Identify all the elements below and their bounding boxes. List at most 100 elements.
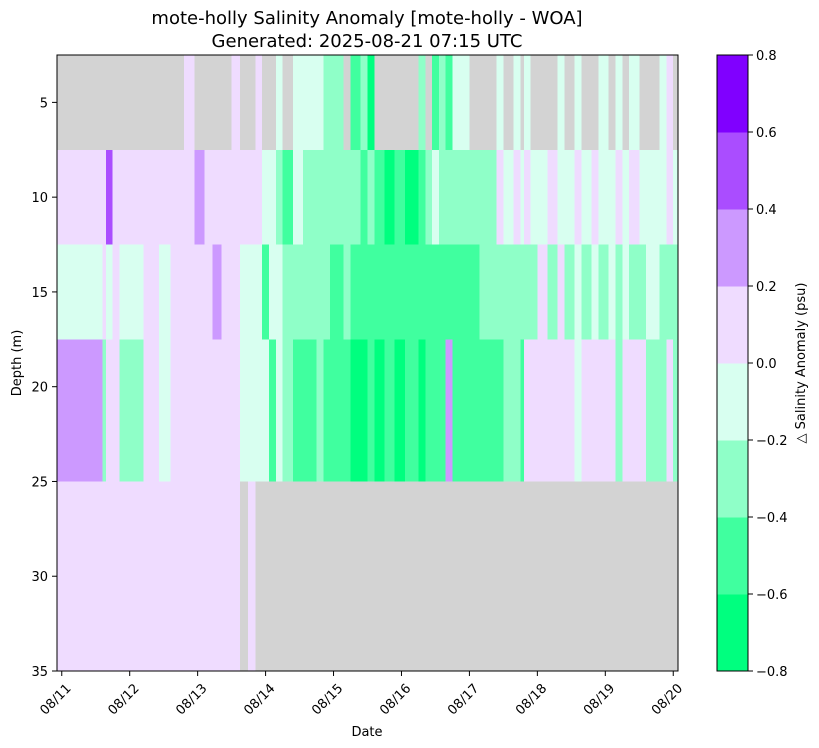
colorbar-tick-label: 0.8 [756,49,777,64]
heatmap-cell [255,339,263,483]
heatmap-cell [537,244,549,340]
heatmap-cell [629,55,640,151]
heatmap-cell [239,55,249,151]
heatmap-cell [102,481,107,672]
heatmap-cell [564,339,576,483]
heatmap-cell [520,339,525,483]
heatmap-cell [384,481,396,672]
heatmap-cell [557,481,566,672]
heatmap-cell [530,244,538,340]
heatmap-cell [438,481,447,672]
heatmap-cell [673,244,679,340]
heatmap-cell [282,244,294,340]
heatmap-cell [275,339,284,483]
heatmap-cell [404,244,420,340]
heatmap-cell [330,339,338,483]
heatmap-cell [523,481,532,672]
heatmap-cell [615,339,623,483]
heatmap-cell [523,149,532,246]
heatmap-cell [615,149,623,246]
heatmap-cell [282,339,294,483]
heatmap-cell [204,55,214,151]
heatmap-cell [367,481,375,672]
heatmap-cell [158,244,172,340]
heatmap-cell [520,149,525,246]
heatmap-cell [158,339,172,483]
heatmap-cell [445,481,454,672]
heatmap-cell [513,339,521,483]
heatmap-cell [523,244,532,340]
heatmap-cell [292,339,304,483]
heatmap-cell [350,481,362,672]
heatmap-cell [659,149,668,246]
heatmap-cell [194,481,206,672]
heatmap-cell [360,55,369,151]
heatmap-cell [275,244,284,340]
colorbar-tick-label: 0.4 [756,203,777,218]
heatmap-cell [350,244,362,340]
x-tick-label: 08/18 [513,681,550,718]
heatmap-cell [574,149,583,246]
heatmap-cell [404,339,420,483]
heatmap-cell [646,149,661,246]
heatmap-cell [170,481,185,672]
heatmap-cell [629,481,640,672]
heatmap-cell [394,481,406,672]
heatmap-cell [418,481,426,672]
heatmap-cell [360,339,369,483]
heatmap-cell [666,244,674,340]
heatmap-cell [479,244,498,340]
heatmap-cell [622,149,630,246]
heatmap-cell [452,55,471,151]
heatmap-cell [336,149,345,246]
heatmap-cell [581,55,593,151]
heatmap-cell [119,149,131,246]
heatmap-cell [659,55,668,151]
heatmap-cell [574,244,583,340]
heatmap-cell [598,55,610,151]
heatmap-cell [608,481,617,672]
heatmap-cell [438,339,447,483]
y-tick-label: 15 [31,286,48,301]
heatmap-cell [194,149,206,246]
heatmap-cell [537,339,549,483]
heatmap-cell [112,481,121,672]
heatmap-cell [418,55,426,151]
heatmap-cell [336,55,345,151]
heatmap-cell [564,481,576,672]
heatmap-cell [336,339,345,483]
heatmap-cell [479,55,498,151]
heatmap-cell [608,244,617,340]
heatmap-cell [360,481,369,672]
colorbar-segment [717,286,748,364]
heatmap-cell [221,244,233,340]
heatmap-cell [119,481,131,672]
heatmap-cell [330,55,338,151]
heatmap-cell [564,244,576,340]
heatmap-cell [425,481,433,672]
colorbar-tick-label: 0.2 [756,280,777,295]
y-tick-label: 20 [31,381,48,396]
x-tick-label: 08/11 [37,681,74,718]
heatmap-cell [622,244,630,340]
heatmap-cell [520,481,525,672]
heatmap-cell [350,149,362,246]
colorbar-segment [717,440,748,518]
y-tick-label: 10 [31,191,48,206]
heatmap-cell [302,481,318,672]
heatmap-cell [323,339,331,483]
heatmap-cell [316,339,324,483]
heatmap-cell [105,55,114,151]
heatmap-cell [425,149,433,246]
heatmap-cell [639,339,647,483]
heatmap-cell [255,149,263,246]
heatmap-cell [212,149,223,246]
heatmap-cell [316,149,324,246]
heatmap-cell [343,55,352,151]
heatmap-cell [513,55,521,151]
heatmap-cell [212,55,223,151]
heatmap-cell [547,149,559,246]
heatmap-cell [384,149,396,246]
heatmap-cell [204,244,214,340]
